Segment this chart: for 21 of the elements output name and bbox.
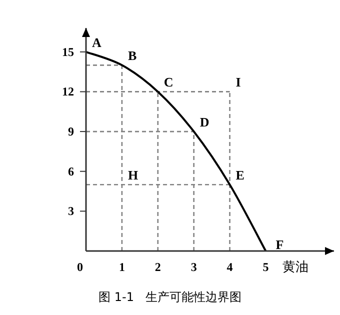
y-tick-label: 3 [68, 204, 74, 218]
y-tick-label: 12 [62, 84, 74, 99]
x-tick-label: 4 [226, 260, 233, 274]
x-tick-label: 0 [77, 260, 83, 274]
caption: 图 1-1 生产可能性边界图 [98, 290, 242, 304]
y-tick-label: 15 [62, 44, 74, 59]
x-tick-label: 2 [154, 260, 161, 274]
x-tick-label: 5 [262, 260, 269, 274]
x-tick-label: 3 [190, 260, 197, 274]
annotation: F [276, 237, 284, 252]
annotation: A [92, 34, 102, 50]
annotation: C [164, 74, 174, 90]
annotation: H [128, 168, 138, 183]
x-tick-label: 1 [118, 260, 125, 274]
y-tick-label: 9 [68, 124, 74, 139]
annotation: D [200, 114, 210, 130]
annotation: B [128, 48, 137, 64]
y-tick-label: 6 [68, 164, 74, 178]
annotation: E [236, 168, 244, 183]
x-axis-title: 黄油 [282, 260, 309, 275]
annotation: I [236, 74, 241, 90]
